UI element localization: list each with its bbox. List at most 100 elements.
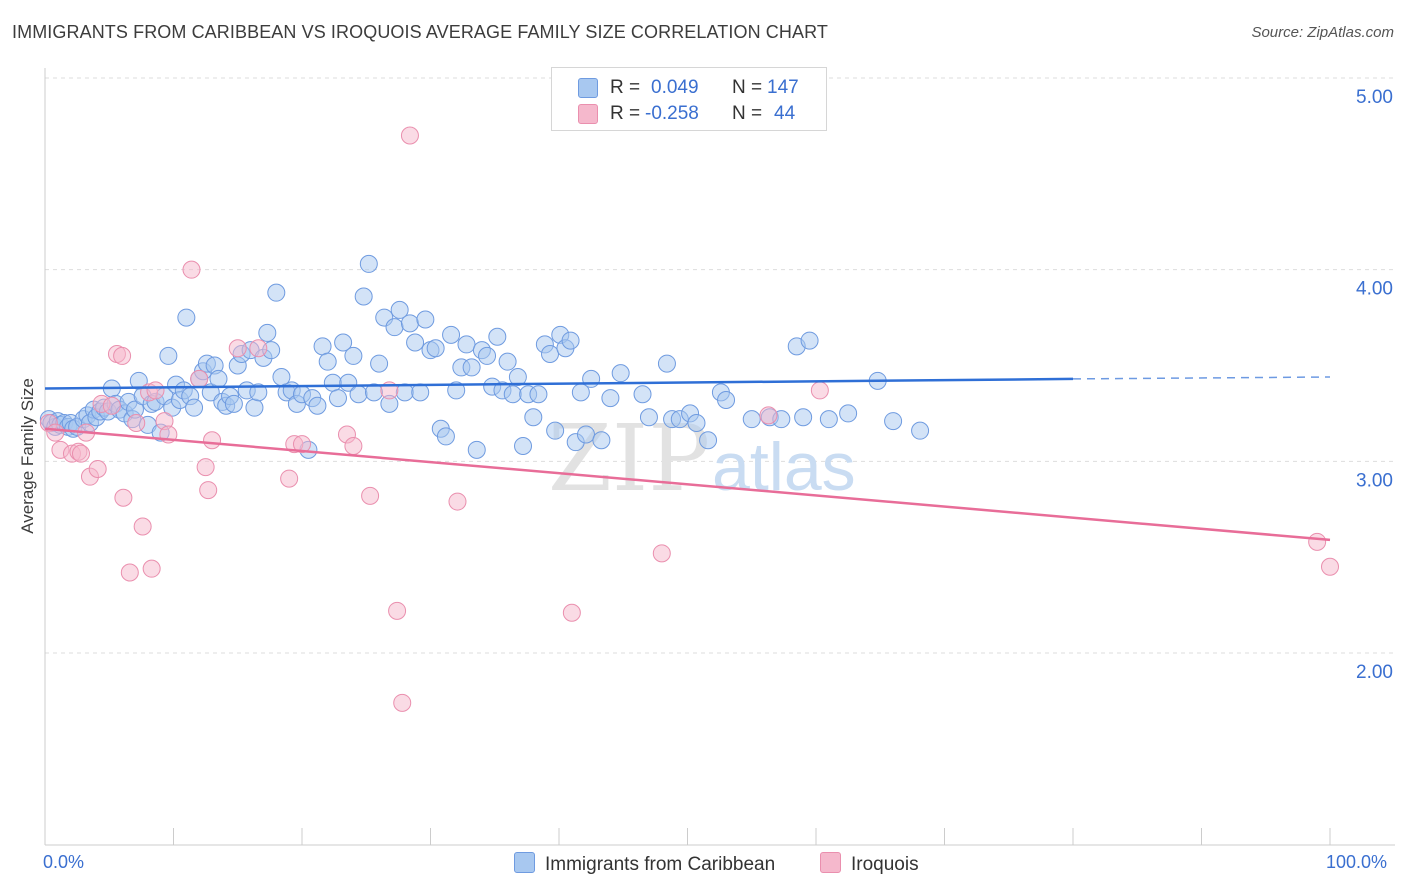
data-point-caribbean (498, 352, 517, 371)
data-point-iroquois (400, 126, 419, 145)
data-point-iroquois (133, 517, 152, 536)
data-point-iroquois (71, 444, 90, 463)
data-point-caribbean (416, 310, 435, 329)
legend-r-value: 0.049 (651, 77, 699, 98)
watermark: ZIP atlas (548, 405, 856, 512)
data-point-caribbean (447, 381, 466, 400)
data-point-caribbean (159, 346, 178, 365)
correlation-legend: R = 0.049 N = 147 R = -0.258 N = 44 (551, 67, 827, 131)
data-point-iroquois (361, 486, 380, 505)
data-point-iroquois (127, 414, 146, 432)
data-point-caribbean (344, 346, 363, 365)
data-point-caribbean (819, 410, 838, 429)
data-point-iroquois (1321, 557, 1339, 576)
data-point-caribbean (839, 404, 858, 423)
data-point-iroquois (199, 481, 218, 500)
trend-lines (44, 376, 1331, 542)
data-point-caribbean (514, 437, 533, 455)
legend-n-value: 44 (774, 103, 796, 124)
data-point-caribbean (687, 414, 706, 432)
data-point-caribbean (313, 337, 332, 356)
data-point-iroquois (182, 260, 201, 279)
data-point-iroquois (142, 559, 161, 578)
data-point-caribbean (245, 398, 264, 417)
data-point-caribbean (359, 254, 378, 273)
data-point-caribbean (639, 408, 658, 427)
data-point-iroquois (196, 458, 215, 477)
data-point-caribbean (339, 373, 358, 392)
source-label: Source: ZipAtlas.com (1251, 24, 1394, 41)
series-iroquois-points (39, 126, 1339, 712)
y-tick-label: 3.00 (1356, 470, 1393, 491)
data-point-caribbean (390, 300, 409, 319)
data-point-caribbean (633, 385, 652, 404)
data-point-iroquois (114, 488, 133, 507)
data-point-iroquois (88, 460, 107, 478)
data-point-iroquois (1308, 532, 1327, 551)
data-point-iroquois (113, 346, 132, 365)
data-point-caribbean (541, 345, 560, 363)
data-point-iroquois (120, 563, 139, 582)
y-tick-labels: 2.00 3.00 4.00 5.00 (1356, 87, 1393, 683)
legend-item-iroquois[interactable]: Iroquois (820, 852, 919, 876)
data-point-caribbean (267, 283, 286, 302)
data-point-caribbean (400, 314, 419, 333)
data-point-iroquois (388, 601, 407, 620)
data-point-iroquois (810, 381, 829, 400)
data-point-iroquois (293, 435, 311, 454)
data-point-iroquois (249, 339, 268, 358)
legend-r-value: -0.258 (645, 103, 699, 124)
legend-n-value: 147 (767, 77, 799, 98)
legend-item-caribbean[interactable]: Immigrants from Caribbean (514, 852, 775, 876)
data-point-caribbean (323, 373, 342, 392)
data-point-caribbean (334, 333, 353, 352)
data-point-iroquois (102, 396, 121, 415)
axes (44, 68, 1395, 846)
data-point-caribbean (508, 368, 527, 386)
data-point-caribbean (177, 308, 196, 327)
data-point-caribbean (249, 383, 268, 402)
data-point-caribbean (328, 389, 347, 408)
data-point-iroquois (203, 431, 222, 450)
data-point-iroquois (344, 437, 363, 455)
data-point-caribbean (800, 331, 819, 350)
data-point-caribbean (462, 358, 481, 377)
data-point-caribbean (546, 421, 565, 440)
legend-row-caribbean: R = 0.049 N = 147 (552, 75, 826, 101)
data-point-caribbean (699, 431, 718, 450)
gridlines (45, 77, 1395, 654)
legend-n-label: N = (732, 77, 763, 98)
data-point-caribbean (742, 410, 761, 429)
data-point-iroquois (562, 603, 581, 622)
data-point-caribbean (349, 385, 368, 404)
data-point-caribbean (884, 412, 903, 431)
data-point-iroquois (448, 492, 467, 511)
data-point-iroquois (46, 423, 65, 442)
data-point-caribbean (457, 335, 476, 354)
data-point-iroquois (759, 406, 778, 425)
trend-line-caribbean (44, 377, 1074, 390)
data-point-iroquois (228, 339, 247, 358)
trend-line-caribbean-extension (1072, 376, 1331, 380)
data-point-caribbean (354, 287, 373, 306)
data-point-caribbean (576, 425, 595, 444)
data-point-caribbean (436, 427, 455, 446)
data-point-caribbean (209, 369, 228, 388)
data-point-caribbean (370, 354, 389, 373)
data-point-caribbean (601, 389, 620, 408)
legend-swatch-pink (578, 104, 598, 124)
series-legend: Immigrants from Caribbean Iroquois (0, 852, 1406, 878)
y-tick-label: 2.00 (1356, 662, 1393, 683)
data-point-caribbean (406, 333, 425, 352)
legend-swatch-blue (514, 852, 535, 873)
data-point-iroquois (146, 381, 165, 400)
data-point-caribbean (308, 396, 327, 415)
data-point-caribbean (426, 339, 445, 358)
data-point-caribbean (185, 398, 204, 417)
legend-r-label: R = (610, 77, 641, 98)
data-point-caribbean (592, 431, 611, 450)
data-point-caribbean (611, 364, 630, 383)
x-tick-label-max: 100.0% (1326, 852, 1388, 872)
data-point-caribbean (467, 440, 486, 459)
